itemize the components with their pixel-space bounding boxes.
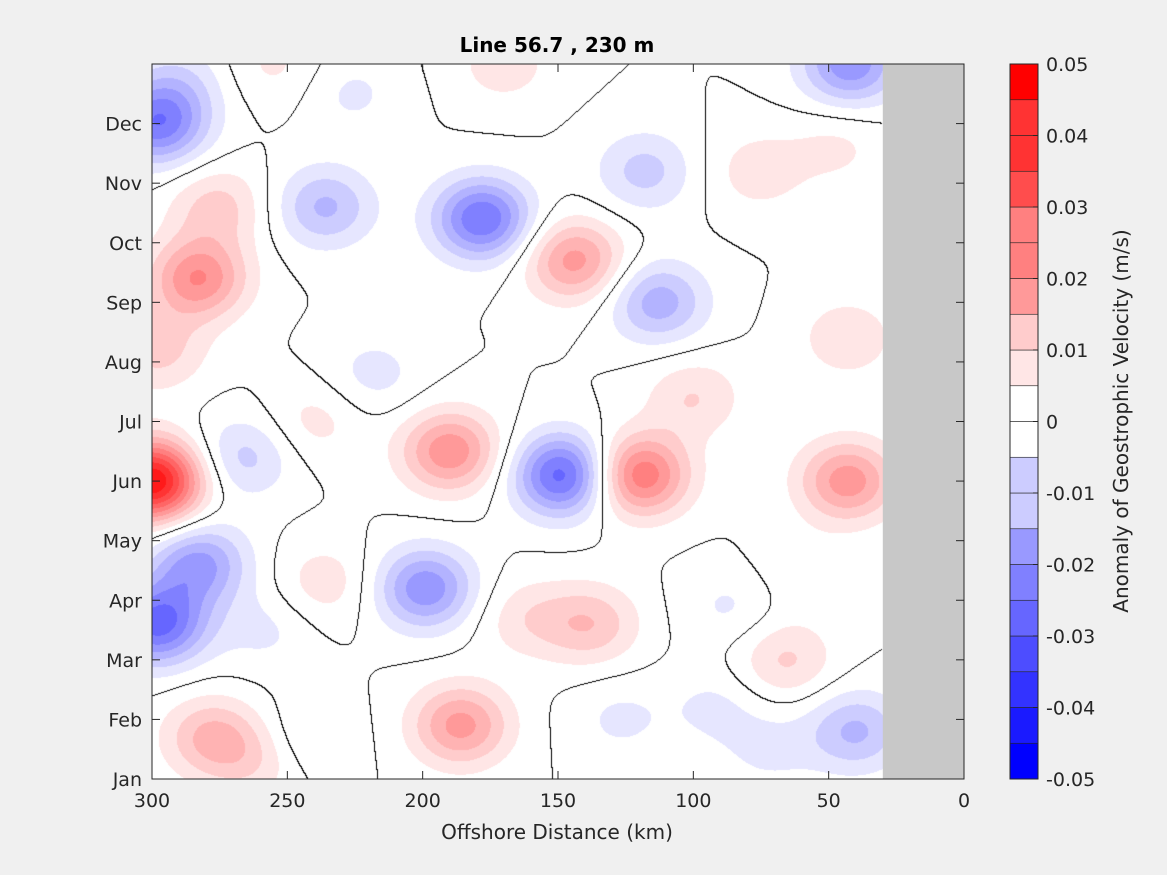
- colorbar-tick-label: 0.04: [1046, 126, 1088, 148]
- x-axis-label: Offshore Distance (km): [441, 820, 673, 844]
- colorbar-tick-label: 0.01: [1046, 340, 1088, 362]
- y-tick-label: Aug: [105, 352, 142, 374]
- colorbar-label: Anomaly of Geostrophic Velocity (m/s): [1109, 229, 1133, 612]
- x-tick-label: 0: [958, 790, 970, 812]
- y-tick-label: Dec: [105, 114, 142, 136]
- y-tick-label: Jul: [118, 412, 142, 434]
- colorbar-band: [1009, 564, 1039, 601]
- y-tick-label: Apr: [109, 590, 142, 612]
- colorbar-ticks: 0.05 0.04 0.03 0.02 0.01 0 -0.01 -0.02 -0.03 -0.0…: [1033, 54, 1095, 791]
- x-tick-label: 300: [134, 790, 170, 812]
- colorbar-tick-label: -0.01: [1046, 483, 1095, 505]
- contour-field: [152, 64, 964, 779]
- colorbar: 0.05 0.04 0.03 0.02 0.01 0 -0.01 -0.02 -0.03 -0.0…: [1009, 54, 1133, 791]
- y-tick-label: Oct: [109, 233, 142, 255]
- colorbar-band: [1009, 206, 1039, 244]
- colorbar-band: [1009, 99, 1039, 136]
- y-axis: Jan Feb Mar Apr May Jun Jul Aug Sep Oct Nov Dec: [103, 114, 964, 791]
- colorbar-band: [1009, 456, 1039, 494]
- colorbar-band: [1009, 528, 1039, 565]
- colorbar-band: [1009, 349, 1039, 387]
- colorbar-band: [1009, 242, 1039, 279]
- colorbar-tick-label: 0.05: [1046, 54, 1088, 76]
- y-tick-label: Sep: [106, 292, 142, 314]
- no-data-region: [882, 64, 964, 779]
- x-tick-label: 200: [405, 790, 441, 812]
- colorbar-band: [1009, 385, 1039, 422]
- y-tick-label: Jan: [112, 769, 142, 791]
- colorbar-tick-label: -0.05: [1046, 769, 1095, 791]
- colorbar-band: [1009, 599, 1039, 637]
- y-tick-label: May: [103, 531, 142, 553]
- colorbar-band: [1009, 707, 1039, 744]
- colorbar-tick-label: 0.03: [1046, 197, 1088, 219]
- y-tick-label: Mar: [106, 650, 142, 672]
- colorbar-band: [1009, 313, 1039, 351]
- colorbar-band: [1009, 135, 1039, 172]
- colorbar-band: [1009, 278, 1039, 315]
- colorbar-tick-label: 0: [1046, 412, 1058, 434]
- x-tick-label: 50: [817, 790, 841, 812]
- colorbar-tick-label: -0.04: [1046, 698, 1095, 720]
- x-tick-label: 100: [675, 790, 711, 812]
- x-axis: 300 250 200 150 100 50 0: [134, 64, 970, 812]
- y-tick-label: Nov: [105, 173, 142, 195]
- x-tick-label: 150: [540, 790, 576, 812]
- y-tick-label: Jun: [111, 471, 142, 493]
- colorbar-bands: [1009, 63, 1039, 780]
- colorbar-band: [1009, 421, 1039, 458]
- plot-area: [151, 63, 965, 780]
- colorbar-tick-label: -0.03: [1046, 626, 1095, 648]
- colorbar-band: [1009, 492, 1039, 530]
- colorbar-band: [1009, 170, 1039, 208]
- colorbar-band: [1009, 63, 1039, 101]
- colorbar-band: [1009, 671, 1039, 708]
- colorbar-band: [1009, 635, 1039, 673]
- y-tick-label: Feb: [108, 709, 142, 731]
- colorbar-tick-label: -0.02: [1046, 555, 1095, 577]
- chart-title: Line 56.7 , 230 m: [460, 33, 655, 57]
- x-tick-label: 250: [269, 790, 305, 812]
- colorbar-tick-label: 0.02: [1046, 269, 1088, 291]
- colorbar-band: [1009, 742, 1039, 780]
